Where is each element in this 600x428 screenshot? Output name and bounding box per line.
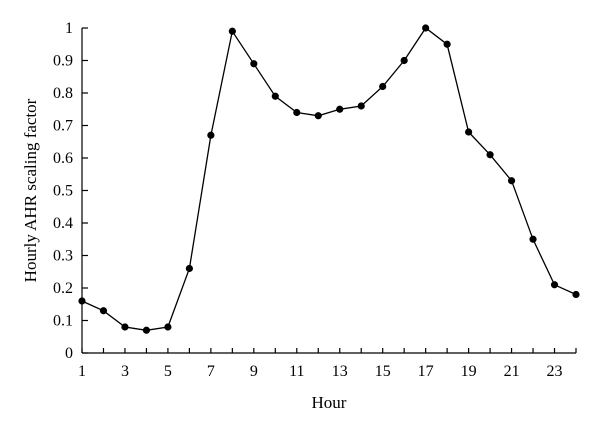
x-tick-label: 3	[121, 363, 129, 380]
y-tick-label: 0.5	[53, 183, 73, 200]
x-tick-label: 15	[375, 363, 391, 380]
data-point	[185, 264, 193, 273]
data-point	[443, 40, 451, 48]
chart-series	[78, 24, 580, 334]
y-tick-label: 0.9	[53, 53, 73, 70]
data-point	[357, 102, 365, 110]
data-point	[572, 290, 580, 299]
y-tick-label: 0	[65, 345, 73, 362]
x-axis-title: Hour	[312, 393, 347, 412]
x-tick-label: 1	[78, 363, 86, 380]
y-tick-label: 0.4	[53, 215, 73, 232]
data-point	[164, 323, 172, 331]
x-tick-label: 17	[418, 363, 434, 380]
data-point	[314, 112, 322, 120]
data-point	[336, 105, 344, 113]
x-tick-label: 19	[461, 363, 477, 380]
chart-axes	[81, 28, 576, 354]
data-point	[379, 82, 387, 91]
data-point	[293, 108, 301, 117]
data-point	[121, 323, 129, 331]
data-point	[207, 131, 215, 139]
x-tick-label: 11	[289, 363, 304, 380]
data-point	[465, 128, 473, 136]
chart-ticks: 00.10.20.30.40.50.60.70.80.911 3 5 7 9 11 13 15…	[53, 20, 577, 380]
data-point	[400, 56, 408, 65]
x-tick-label: 7	[207, 363, 215, 380]
series-line	[81, 27, 577, 331]
data-point	[550, 281, 559, 289]
data-point	[422, 24, 430, 32]
y-tick-label: 0.3	[53, 248, 73, 265]
y-tick-label: 1	[65, 20, 73, 37]
data-point	[78, 297, 86, 305]
y-tick-label: 0.7	[53, 118, 73, 135]
data-point	[250, 60, 258, 68]
data-point	[99, 307, 108, 315]
y-tick-label: 0.6	[53, 150, 73, 167]
y-tick-label: 0.2	[53, 280, 73, 297]
x-tick-label: 13	[332, 363, 348, 380]
x-tick-label: 5	[164, 363, 172, 380]
x-tick-label: 9	[250, 363, 258, 380]
x-tick-label: 23	[547, 363, 563, 380]
data-point	[142, 326, 151, 334]
y-tick-label: 0.1	[53, 313, 73, 330]
data-point	[486, 151, 494, 159]
data-point	[271, 92, 279, 100]
y-tick-label: 0.8	[53, 85, 73, 102]
data-point	[228, 27, 236, 35]
y-axis-title: Hourly AHR scaling factor	[21, 98, 40, 282]
data-point	[507, 177, 516, 185]
x-tick-label: 21	[504, 363, 520, 380]
data-point	[529, 235, 537, 243]
